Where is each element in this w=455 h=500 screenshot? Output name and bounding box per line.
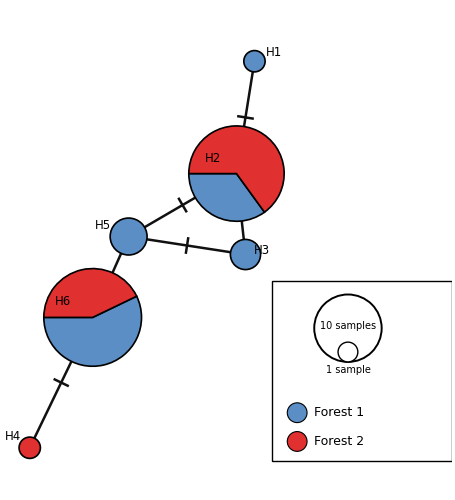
Circle shape <box>230 240 261 270</box>
Circle shape <box>19 437 40 458</box>
Text: H1: H1 <box>266 46 282 59</box>
Bar <box>273 282 452 461</box>
Text: H2: H2 <box>205 152 221 164</box>
Circle shape <box>314 294 382 362</box>
Wedge shape <box>189 174 264 222</box>
Text: H3: H3 <box>253 244 270 256</box>
Text: Forest 2: Forest 2 <box>314 435 364 448</box>
Wedge shape <box>44 296 142 366</box>
Wedge shape <box>44 268 136 318</box>
Text: H4: H4 <box>5 430 21 444</box>
Circle shape <box>287 403 307 422</box>
Circle shape <box>287 432 307 452</box>
Circle shape <box>110 218 147 255</box>
Text: H5: H5 <box>95 219 111 232</box>
Text: H6: H6 <box>55 296 71 308</box>
Text: 10 samples: 10 samples <box>320 321 376 331</box>
Wedge shape <box>189 126 284 212</box>
Circle shape <box>338 342 358 362</box>
Text: Forest 1: Forest 1 <box>314 406 364 419</box>
Circle shape <box>244 50 265 72</box>
Text: 1 sample: 1 sample <box>325 364 370 374</box>
